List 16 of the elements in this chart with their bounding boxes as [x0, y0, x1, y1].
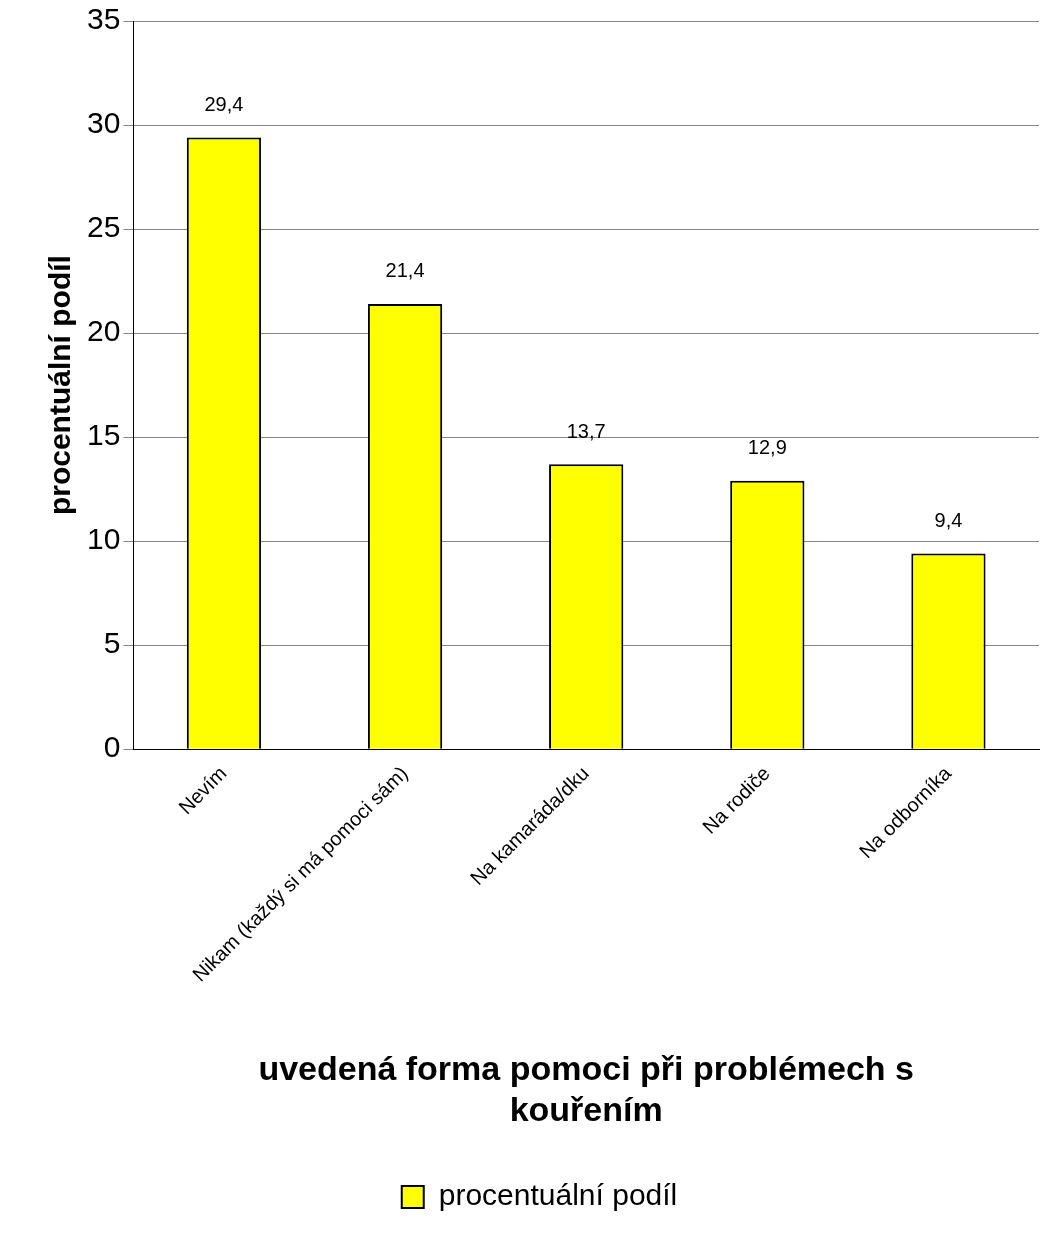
data-label: 29,4	[204, 93, 244, 116]
data-label: 9,4	[934, 509, 963, 532]
y-tick-label: 0	[103, 730, 121, 764]
y-tick-label: 5	[103, 626, 121, 660]
legend-label: procentuální podíl	[438, 1178, 678, 1212]
y-tick-label: 35	[86, 2, 121, 36]
y-axis-title: procentuální podíl	[43, 255, 77, 516]
y-tick-label: 10	[86, 522, 121, 556]
data-label: 13,7	[566, 419, 606, 442]
x-axis-title: uvedená forma pomoci při problémech s kouřením	[258, 1049, 914, 1128]
data-label: 21,4	[385, 259, 425, 282]
y-tick-label: 20	[86, 314, 121, 348]
data-label: 12,9	[747, 436, 787, 459]
y-tick-label: 25	[86, 210, 121, 244]
y-tick-label: 30	[86, 106, 121, 140]
y-tick-label: 15	[86, 418, 121, 452]
